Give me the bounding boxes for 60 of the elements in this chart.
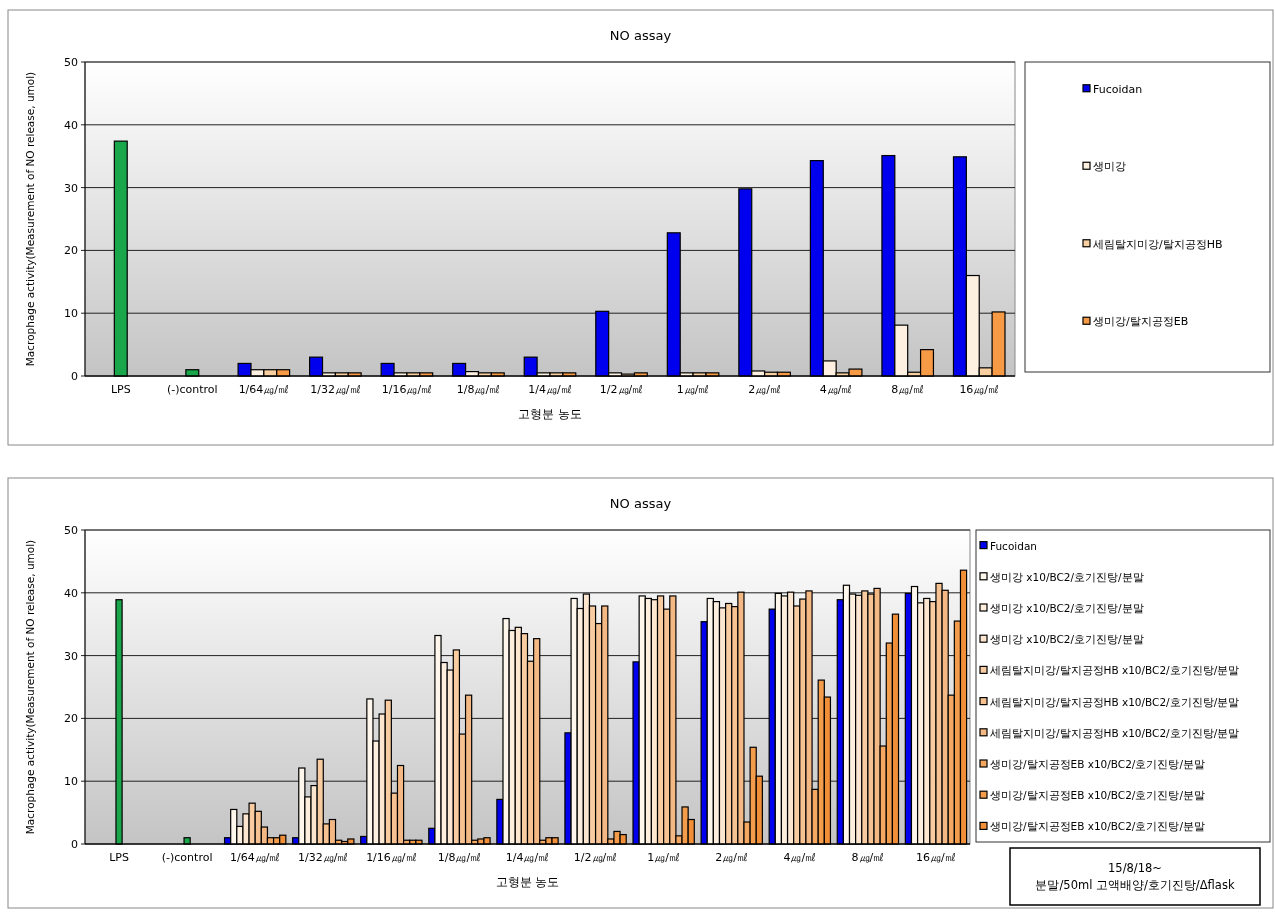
chart-title: NO assay bbox=[609, 28, 672, 43]
x-tick-label: 1/16㎍/㎖ bbox=[366, 851, 417, 864]
x-axis-title: 고형분 농도 bbox=[495, 875, 560, 889]
y-axis-title: Macrophage activity(Measurement of NO release, umol) bbox=[24, 539, 36, 835]
x-tick-label: 16㎍/㎖ bbox=[916, 851, 956, 864]
y-tick-label: 40 bbox=[64, 118, 78, 132]
legend-label: 생미강/탈지공정EB x10/BC2/호기진탕/분말 bbox=[990, 758, 1205, 770]
x-tick-label: 4㎍/㎖ bbox=[819, 383, 853, 396]
legend-label: Fucoidan bbox=[990, 539, 1037, 552]
x-tick-label: 4㎍/㎖ bbox=[783, 851, 817, 864]
x-tick-label: 1/4㎍/㎖ bbox=[528, 383, 572, 396]
x-tick-label: 1/16㎍/㎖ bbox=[381, 383, 433, 396]
y-tick-label: 50 bbox=[64, 56, 78, 69]
x-tick-label: 1/2㎍/㎖ bbox=[599, 383, 644, 396]
x-tick-label: 1/64㎍/㎖ bbox=[238, 383, 290, 396]
x-axis-title: 고형분 농도 bbox=[518, 407, 582, 421]
y-tick-label: 20 bbox=[64, 712, 78, 726]
legend-label: 생미강 x10/BC2/호기진탕/분말 bbox=[990, 633, 1144, 646]
y-tick-label: 50 bbox=[64, 524, 78, 537]
x-tick-label: LPS bbox=[110, 383, 131, 396]
text: 분말/50ml 고액배양/호기진탕/Δflask bbox=[1035, 878, 1235, 892]
legend-label: Fucoidan bbox=[1093, 82, 1143, 96]
x-tick-label: 2㎍/㎖ bbox=[748, 383, 781, 396]
x-tick-label: (-)control bbox=[161, 851, 213, 864]
x-tick-label: 1/32㎍/㎖ bbox=[310, 383, 361, 396]
x-tick-label: 2㎍/㎖ bbox=[715, 851, 749, 864]
y-tick-label: 10 bbox=[64, 775, 78, 789]
x-tick-label: 1/4㎍/㎖ bbox=[505, 851, 550, 864]
legend-label: 세림탈지미강/탈지공정HB x10/BC2/호기진탕/분말 bbox=[990, 695, 1240, 708]
legend-label: 생미강 x10/BC2/호기진탕/분말 bbox=[990, 570, 1144, 583]
x-tick-label: (-)control bbox=[166, 383, 218, 396]
legend-label: 생미강/탈지공정EB bbox=[1093, 315, 1189, 329]
y-tick-label: 30 bbox=[64, 649, 78, 663]
text: 15/8/18~ bbox=[1108, 861, 1162, 875]
x-tick-label: 16㎍/㎖ bbox=[959, 383, 1000, 396]
legend-label: 생미강 x10/BC2/호기진탕/분말 bbox=[990, 602, 1144, 614]
x-tick-label: 1㎍/㎖ bbox=[647, 851, 681, 864]
legend-label: 생미강 bbox=[1093, 160, 1126, 174]
x-tick-label: 8㎍/㎖ bbox=[851, 851, 885, 864]
x-tick-label: 1/8㎍/㎖ bbox=[456, 383, 501, 396]
x-tick-label: LPS bbox=[109, 851, 129, 864]
x-tick-label: 1㎍/㎖ bbox=[676, 383, 710, 396]
y-tick-label: 30 bbox=[64, 181, 78, 195]
legend-label: 세림탈지미강/탈지공정HB x10/BC2/호기진탕/분말 bbox=[990, 726, 1240, 739]
y-tick-label: 0 bbox=[71, 838, 78, 851]
legend-label: 생미강/탈지공정EB x10/BC2/호기진탕/분말 bbox=[990, 820, 1205, 833]
chart-title: NO assay bbox=[609, 496, 672, 511]
y-tick-label: 20 bbox=[64, 244, 78, 258]
legend-label: 세림탈지미강/탈지공정HB bbox=[1093, 237, 1223, 251]
x-tick-label: 1/2㎍/㎖ bbox=[573, 851, 618, 864]
y-axis-title: Macrophage activity(Measurement of NO release, umol) bbox=[24, 71, 36, 367]
y-tick-label: 10 bbox=[64, 307, 78, 321]
legend-label: 생미강/탈지공정EB x10/BC2/호기진탕/분말 bbox=[990, 789, 1205, 802]
y-tick-label: 0 bbox=[71, 370, 78, 383]
x-tick-label: 1/32㎍/㎖ bbox=[298, 851, 349, 864]
x-tick-label: 8㎍/㎖ bbox=[891, 383, 925, 396]
x-tick-label: 1/8㎍/㎖ bbox=[437, 851, 482, 864]
y-tick-label: 40 bbox=[64, 586, 78, 600]
x-tick-label: 1/64㎍/㎖ bbox=[229, 851, 281, 864]
legend-label: 세림탈지미강/탈지공정HB x10/BC2/호기진탕/분말 bbox=[990, 664, 1240, 677]
